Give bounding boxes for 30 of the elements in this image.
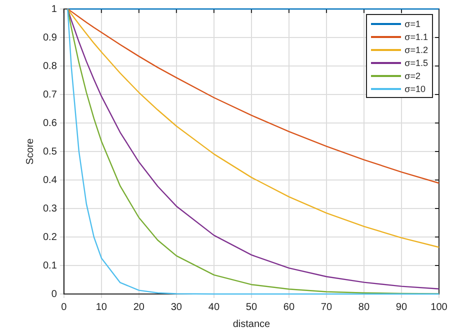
x-tick-label: 80 xyxy=(358,302,370,313)
x-tick-label: 40 xyxy=(208,302,220,313)
y-tick-label: 0.8 xyxy=(42,60,58,72)
legend-label: σ=1.1 xyxy=(404,32,428,42)
x-tick-label: 30 xyxy=(170,302,182,313)
x-tick-label: 70 xyxy=(320,302,332,313)
legend-label: σ=1 xyxy=(404,18,420,28)
y-tick-label: 0.7 xyxy=(42,89,58,100)
legend-label: σ=2 xyxy=(404,70,420,80)
y-tick-label: 0.1 xyxy=(42,260,58,272)
y-tick-label: 0.4 xyxy=(42,174,58,186)
x-tick-label: 0 xyxy=(61,302,68,313)
y-tick-label: 0.2 xyxy=(42,232,58,243)
x-tick-label: 100 xyxy=(430,302,448,313)
legend-label: σ=1.2 xyxy=(404,44,428,54)
x-axis-title: distance xyxy=(232,318,271,330)
legend-label: σ=1.5 xyxy=(404,58,428,68)
y-axis-title: Score xyxy=(24,138,36,165)
y-tick-label: 0 xyxy=(51,288,58,300)
y-tick-label: 0.3 xyxy=(42,203,58,214)
x-tick-label: 20 xyxy=(133,302,145,313)
x-tick-label: 10 xyxy=(96,302,108,313)
legend-label: σ=10 xyxy=(404,84,426,94)
x-tick-label: 90 xyxy=(396,302,408,313)
y-tick-label: 1 xyxy=(51,4,58,15)
x-tick-label: 60 xyxy=(283,302,295,313)
x-tick-label: 50 xyxy=(246,302,258,313)
y-tick-label: 0.5 xyxy=(42,146,58,158)
y-tick-label: 0.9 xyxy=(42,32,58,44)
y-tick-label: 0.6 xyxy=(42,118,58,129)
